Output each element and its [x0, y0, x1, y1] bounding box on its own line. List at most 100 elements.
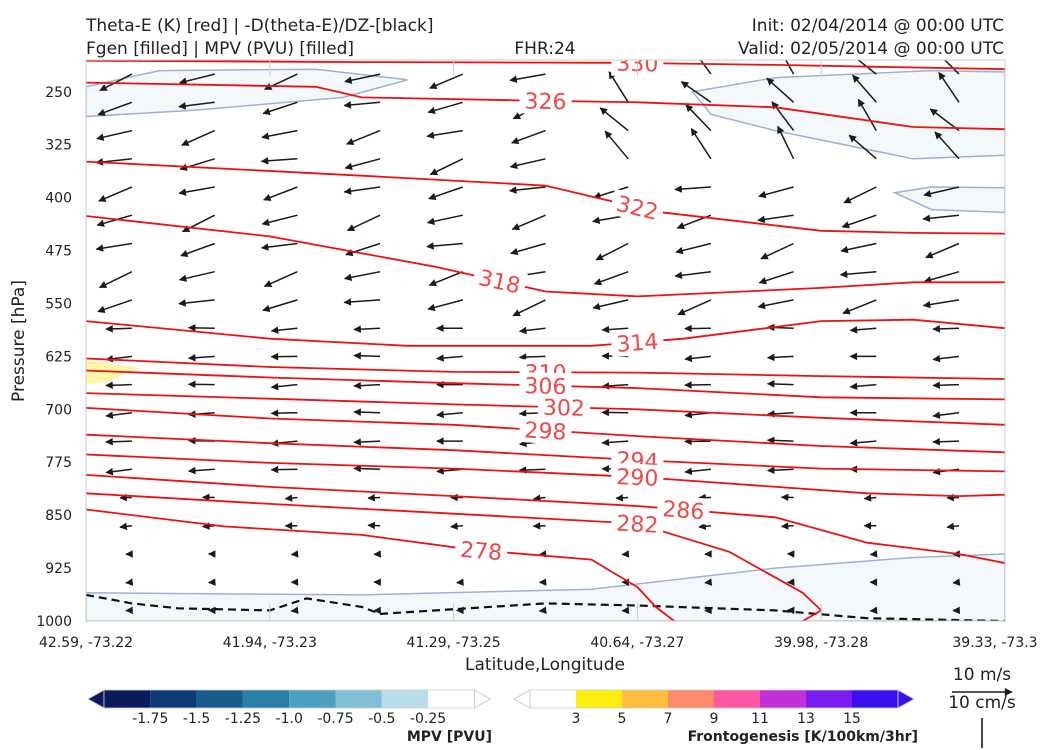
wind-vector	[593, 186, 629, 200]
wind-vector	[929, 108, 960, 132]
theta-e-label-326: 326	[519, 87, 572, 115]
fgen-colorbar-swatch	[852, 690, 898, 708]
wind-vector	[284, 494, 298, 502]
wind-vector	[260, 242, 298, 251]
wind-vector	[684, 354, 711, 363]
wind-vector	[436, 354, 463, 362]
theta-e-label-text: 290	[616, 465, 659, 492]
theta-e-label-text: 282	[616, 511, 659, 538]
wind-vector	[766, 466, 794, 475]
x-tick-label: 39.98, -73.28	[774, 635, 868, 651]
theta-e-contour-294	[86, 433, 1005, 473]
wind-vector	[429, 73, 464, 90]
wind-vector	[857, 98, 877, 131]
y-tick-label: 850	[45, 508, 72, 524]
wind-vector	[684, 381, 711, 389]
theta-e-label-text: 314	[616, 330, 660, 358]
wind-vector	[839, 270, 877, 278]
wind-vector	[343, 270, 381, 281]
wind-vector	[518, 326, 546, 335]
theta-e-label-318: 318	[471, 262, 528, 300]
vector-key-label-bottom: 10 cm/s	[948, 693, 1016, 713]
plot-frame	[85, 59, 1006, 622]
mpv-colorbar-tick: -1.75	[132, 711, 168, 727]
wind-vector	[511, 214, 546, 231]
wind-vector	[518, 466, 546, 474]
wind-vector	[758, 186, 794, 199]
wind-vector	[698, 522, 711, 530]
wind-vector	[532, 494, 546, 502]
theta-e-label-bg	[454, 535, 509, 566]
x-axis-ticks: 42.59, -73.22 41.94, -73.23 41.29, -73.25 4…	[39, 60, 1038, 651]
fgen-colorbar-frame	[529, 689, 899, 709]
theta-e-label-bg	[610, 462, 664, 492]
wind-vector	[125, 578, 134, 586]
theta-e-label-text: 278	[459, 538, 503, 566]
stability-dashed-line	[86, 593, 1005, 621]
wind-vector	[270, 409, 298, 417]
wind-vector	[677, 299, 712, 316]
mpv-colorbar-tick: -1.5	[183, 711, 210, 727]
wind-vector	[512, 299, 546, 317]
wind-vector	[932, 411, 960, 419]
theta-e-label-bg	[519, 372, 572, 400]
wind-vector	[674, 270, 711, 279]
theta-e-label-text: 298	[524, 418, 567, 446]
theta-e-contour-326	[86, 81, 1005, 131]
fgen-colorbar-tick: 9	[710, 711, 719, 727]
wind-vector	[96, 214, 133, 227]
wind-vector	[436, 410, 463, 419]
wind-vector	[766, 77, 795, 103]
y-tick-label: 550	[45, 297, 72, 313]
stability-dashed-layer	[86, 593, 1005, 621]
wind-vector	[290, 606, 299, 615]
fgen-colorbar-tick: 11	[751, 711, 769, 727]
wind-vector	[343, 101, 381, 109]
fgen-colorbar: 3 5 7 9 11 13 15	[512, 689, 916, 727]
wind-vector	[538, 606, 547, 615]
wind-vector	[680, 81, 712, 103]
wind-vector	[96, 129, 133, 141]
wind-vector	[509, 73, 546, 83]
theta-e-label-282: 282	[610, 509, 665, 539]
fgen-colorbar-tick: 13	[797, 711, 815, 727]
mpv-colorbar-tick: -0.75	[317, 711, 353, 727]
wind-vector	[780, 522, 794, 530]
mpv-colorbar-extend-left	[86, 689, 105, 709]
header-title-line1: Theta-E (K) [red] | -D(theta-E)/DZ-[blac…	[85, 16, 434, 36]
fgen-colorbar-tick: 5	[618, 711, 627, 727]
wind-vector	[923, 270, 960, 284]
x-tick-label: 41.29, -73.25	[407, 635, 501, 651]
theta-e-label-text: 326	[524, 89, 566, 115]
wind-vector	[615, 494, 629, 502]
theta-e-label-bg	[609, 188, 666, 227]
wind-vector	[353, 408, 381, 416]
theta-e-label-bg	[537, 393, 591, 421]
theta-e-contour-318	[86, 215, 1005, 298]
fgen-colorbar-swatch	[668, 690, 714, 708]
wind-vector	[187, 324, 215, 332]
mpv-colorbar-extend-right	[473, 689, 492, 709]
wind-vector	[178, 270, 215, 282]
y-tick-label: 925	[45, 561, 72, 577]
wind-vector	[353, 325, 381, 333]
wind-vector	[343, 186, 381, 195]
wind-vector	[427, 101, 464, 115]
mpv-colorbar-frame	[103, 689, 475, 709]
wind-vector	[270, 382, 298, 391]
fgen-colorbar-swatch	[806, 690, 852, 708]
wind-vector	[938, 71, 960, 103]
wind-vector	[428, 186, 464, 201]
wind-vector	[699, 60, 712, 75]
wind-vector	[766, 436, 794, 445]
wind-vector	[178, 299, 215, 307]
wind-vector	[840, 242, 877, 254]
wind-vector	[450, 522, 463, 530]
wind-vector	[346, 129, 381, 146]
fgen-colorbar-swatch	[760, 690, 806, 708]
wind-vector	[758, 270, 794, 285]
theta-e-label-298: 298	[518, 415, 573, 446]
wind-vector	[263, 271, 298, 287]
wind-vector	[97, 299, 133, 313]
